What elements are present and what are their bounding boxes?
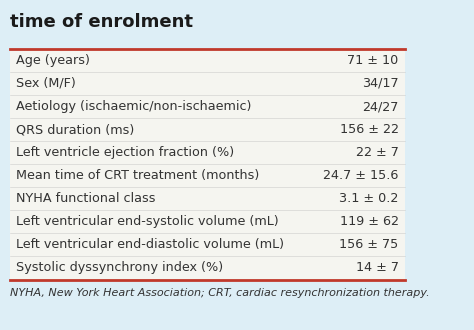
Text: NYHA, New York Heart Association; CRT, cardiac resynchronization therapy.: NYHA, New York Heart Association; CRT, c… (9, 288, 429, 298)
Text: 34/17: 34/17 (362, 77, 399, 90)
Text: Left ventricular end-systolic volume (mL): Left ventricular end-systolic volume (mL… (16, 215, 278, 228)
FancyBboxPatch shape (9, 49, 405, 280)
Text: Systolic dyssynchrony index (%): Systolic dyssynchrony index (%) (16, 261, 223, 275)
Text: time of enrolment: time of enrolment (9, 13, 192, 31)
Text: Sex (M/F): Sex (M/F) (16, 77, 75, 90)
Text: 14 ± 7: 14 ± 7 (356, 261, 399, 275)
Text: Age (years): Age (years) (16, 54, 90, 67)
Text: Left ventricular end-diastolic volume (mL): Left ventricular end-diastolic volume (m… (16, 238, 284, 251)
Text: 156 ± 75: 156 ± 75 (339, 238, 399, 251)
Text: 22 ± 7: 22 ± 7 (356, 146, 399, 159)
Text: Aetiology (ischaemic/non-ischaemic): Aetiology (ischaemic/non-ischaemic) (16, 100, 251, 113)
Text: Left ventricle ejection fraction (%): Left ventricle ejection fraction (%) (16, 146, 234, 159)
Text: QRS duration (ms): QRS duration (ms) (16, 123, 134, 136)
Text: 24.7 ± 15.6: 24.7 ± 15.6 (323, 169, 399, 182)
Text: 156 ± 22: 156 ± 22 (339, 123, 399, 136)
Text: 3.1 ± 0.2: 3.1 ± 0.2 (339, 192, 399, 205)
Text: Mean time of CRT treatment (months): Mean time of CRT treatment (months) (16, 169, 259, 182)
Text: 119 ± 62: 119 ± 62 (339, 215, 399, 228)
Text: 24/27: 24/27 (362, 100, 399, 113)
Text: 71 ± 10: 71 ± 10 (347, 54, 399, 67)
Text: NYHA functional class: NYHA functional class (16, 192, 155, 205)
